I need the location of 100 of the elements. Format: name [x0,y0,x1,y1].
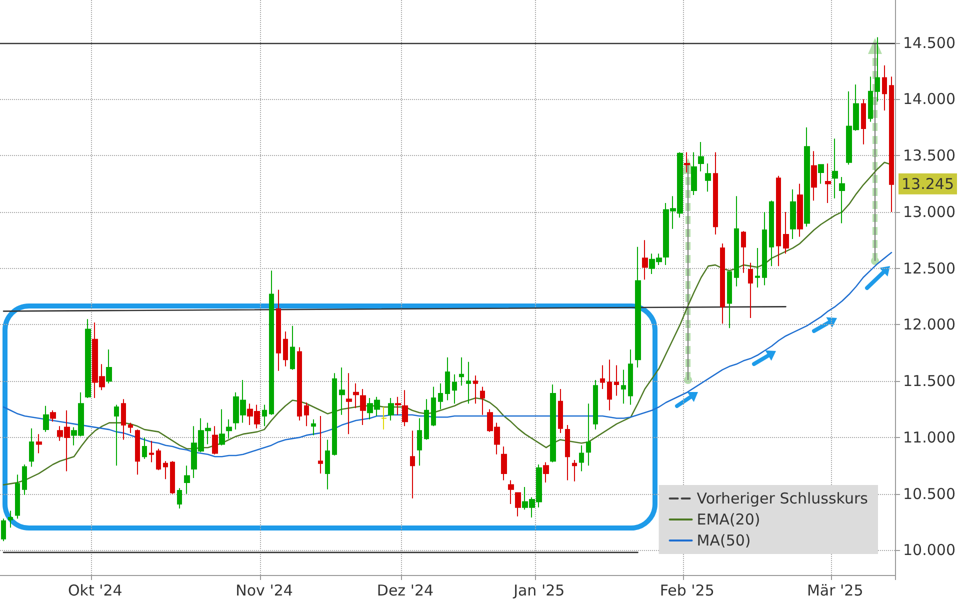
candlestick [106,349,112,384]
candlestick [635,246,641,368]
candlestick [783,211,789,254]
candlestick [346,372,352,435]
candlestick [762,211,767,286]
candlestick [431,386,436,427]
candlestick [219,408,225,446]
candlestick [438,382,443,410]
candlestick [297,346,302,422]
candlestick [135,429,140,476]
candlestick [586,403,591,466]
line-series [2,252,892,458]
candlestick [727,271,732,329]
candlestick [600,364,605,390]
y-tick-label: 11.500 [903,372,956,390]
candlestick [875,36,880,102]
candlestick [550,384,556,463]
candlestick [501,446,507,481]
candlestick [381,406,387,430]
candlestick [262,404,267,427]
candlestick [290,325,295,370]
candlestick [15,474,20,520]
y-tick-label: 13.000 [903,202,956,221]
candlestick [466,361,471,404]
candlestick [565,424,570,481]
candlestick [353,382,359,409]
candlestick [332,372,337,456]
y-tick-label: 12.000 [903,316,956,334]
candlestick [226,418,232,440]
text: 13.245 [902,174,954,193]
y-tick-label: 10.000 [903,541,956,560]
candlestick [748,262,753,318]
candlestick [614,364,619,396]
candlestick [572,460,577,482]
candlestick [276,289,281,372]
x-tick-label: Nov '24 [236,582,293,600]
candlestick [149,440,154,463]
candlestick [543,462,549,484]
candlestick [22,464,27,496]
x-tick-label: Mär '25 [806,582,864,600]
candlestick [811,150,817,202]
legend-label: MA(50) [696,532,751,550]
candlestick [452,374,457,404]
y-tick-label: 14.000 [903,90,956,108]
candlestick [579,444,584,472]
candlestick [832,138,838,199]
candlestick [417,418,422,466]
y-tick-label: 13.500 [903,146,956,165]
candlestick [304,402,309,427]
candlestick [720,243,725,324]
x-tick-label: Jan '25 [512,582,565,600]
candlestick [177,488,182,509]
candlestick [755,248,760,288]
candlestick [818,164,824,184]
candlestick [29,428,34,468]
candlestick [311,418,316,436]
candlestick [508,480,514,504]
candlestick [684,152,690,173]
candlestick [445,356,450,401]
candlestick [839,176,845,224]
x-tick-label: Okt '24 [68,582,122,600]
candlestick [459,356,464,386]
legend-label: EMA(20) [696,510,760,528]
candlestick [325,439,330,490]
candlestick [163,460,168,480]
legend-label: Vorheriger Schlusskurs [696,490,868,508]
candlestick [156,448,161,471]
candlestick [318,416,323,474]
candlestick [184,465,190,494]
candlestick [607,359,612,411]
candlestick [741,230,746,274]
x-tick-label: Dez '24 [376,582,434,600]
candlestick [339,367,345,416]
candlestick [85,318,91,398]
candlestick [868,76,873,122]
candlestick [1,518,6,542]
candlestick [628,349,633,406]
candlestick [212,426,218,455]
candlestick [170,460,175,494]
candlestick [269,270,274,416]
candlestick [36,434,42,454]
candlestick [889,76,894,212]
candlestick [705,162,711,192]
candlestick [283,330,288,367]
y-tick-label: 10.500 [903,484,956,503]
candlestick [698,142,704,172]
candlestick [882,64,887,111]
candlestick [713,152,718,236]
x-tick-label: Feb '25 [660,582,714,600]
candlestick [734,196,739,287]
candlestick [43,405,49,432]
candlestick [642,240,648,280]
candlestick [861,98,866,145]
candlestick [797,183,803,238]
candlestick [769,200,774,267]
candlestick [360,388,366,426]
candlestick [114,404,119,466]
y-tick-label: 11.000 [903,428,956,446]
candlestick [121,398,126,440]
candlestick [558,388,563,434]
